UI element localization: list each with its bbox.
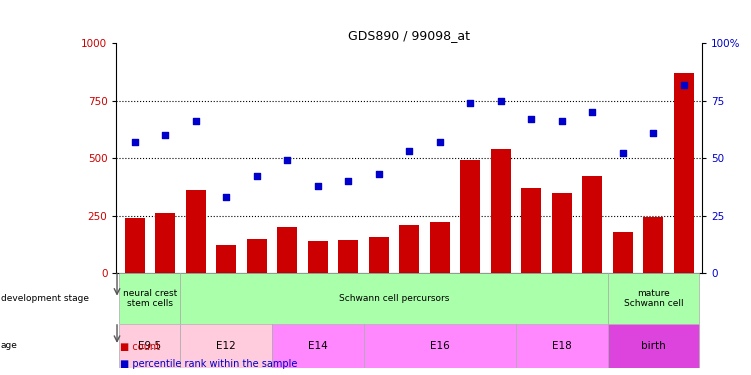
- Point: [251, 174, 263, 180]
- Bar: [369, 237, 389, 273]
- Bar: [430, 222, 450, 273]
- Bar: [460, 160, 480, 273]
- Text: Schwann cell percursors: Schwann cell percursors: [339, 294, 449, 303]
- Point: [372, 171, 385, 177]
- Bar: [272, 324, 363, 368]
- Bar: [119, 273, 180, 324]
- Text: ■ count: ■ count: [120, 342, 160, 352]
- Point: [556, 118, 568, 124]
- Point: [464, 100, 476, 106]
- Point: [403, 148, 415, 154]
- Bar: [608, 273, 699, 324]
- Point: [495, 98, 507, 104]
- Point: [281, 158, 293, 164]
- Text: E18: E18: [552, 341, 572, 351]
- Title: GDS890 / 99098_at: GDS890 / 99098_at: [348, 29, 470, 42]
- Point: [587, 109, 599, 115]
- Text: development stage: development stage: [1, 294, 89, 303]
- Text: neural crest
stem cells: neural crest stem cells: [123, 289, 177, 308]
- Text: E16: E16: [430, 341, 450, 351]
- Bar: [400, 225, 419, 273]
- Bar: [185, 190, 206, 273]
- Point: [647, 130, 659, 136]
- Text: ■ percentile rank within the sample: ■ percentile rank within the sample: [120, 359, 297, 369]
- Bar: [491, 149, 511, 273]
- Bar: [552, 192, 572, 273]
- Text: mature
Schwann cell: mature Schwann cell: [623, 289, 683, 308]
- Bar: [583, 177, 602, 273]
- Bar: [119, 324, 180, 368]
- Bar: [308, 241, 327, 273]
- Text: birth: birth: [641, 341, 665, 351]
- Point: [678, 81, 690, 87]
- Point: [342, 178, 354, 184]
- Text: E12: E12: [216, 341, 236, 351]
- Point: [312, 183, 324, 189]
- Bar: [277, 227, 297, 273]
- Bar: [674, 73, 694, 273]
- Bar: [516, 324, 608, 368]
- Point: [434, 139, 446, 145]
- Bar: [613, 232, 633, 273]
- Bar: [216, 245, 236, 273]
- Text: E9.5: E9.5: [138, 341, 161, 351]
- Point: [526, 116, 538, 122]
- Bar: [339, 240, 358, 273]
- Bar: [180, 273, 608, 324]
- Text: E14: E14: [308, 341, 327, 351]
- Bar: [644, 217, 663, 273]
- Bar: [608, 324, 699, 368]
- Point: [220, 194, 232, 200]
- Bar: [180, 324, 272, 368]
- Point: [159, 132, 171, 138]
- Bar: [521, 188, 541, 273]
- Point: [617, 150, 629, 156]
- Bar: [155, 213, 175, 273]
- Bar: [247, 238, 267, 273]
- Point: [190, 118, 202, 124]
- Bar: [363, 324, 516, 368]
- Point: [128, 139, 140, 145]
- Text: age: age: [1, 341, 17, 350]
- Bar: [125, 218, 145, 273]
